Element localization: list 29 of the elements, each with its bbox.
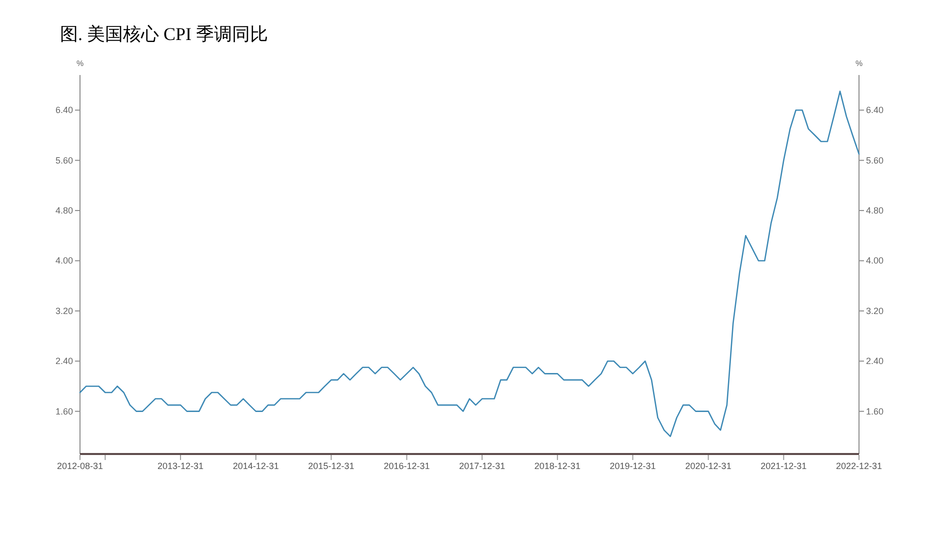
x-tick-label: 2019-12-31 [610, 461, 656, 471]
x-tick-label: 2021-12-31 [760, 461, 807, 471]
y-tick-label: 2.40 [55, 356, 73, 366]
y2-axis-title: % [855, 59, 863, 68]
y2-tick-label: 2.40 [866, 356, 884, 366]
chart-title: 图. 美国核心 CPI 季调同比 [60, 24, 268, 44]
y2-tick-label: 3.20 [866, 306, 884, 316]
x-tick-label: 2015-12-31 [308, 461, 354, 471]
x-tick-label: 2017-12-31 [459, 461, 506, 471]
x-tick-label: 2016-12-31 [384, 461, 430, 471]
y-tick-label: 3.20 [55, 306, 73, 316]
y-tick-label: 4.00 [55, 256, 73, 266]
line-series [79, 90, 860, 438]
y2-tick-label: 4.80 [866, 206, 884, 216]
y2-tick-label: 4.00 [866, 256, 884, 266]
x-tick-label: 2018-12-31 [534, 461, 580, 471]
x-tick-label: 2012-08-31 [56, 461, 104, 471]
x-tick-label: 2013-12-31 [158, 461, 204, 471]
y-axis-title: % [76, 59, 84, 68]
x-tick-label: 2014-12-31 [232, 461, 279, 471]
y-tick-label: 4.80 [55, 206, 73, 216]
y2-tick-label: 5.60 [866, 155, 884, 166]
y2-tick-label: 6.40 [866, 105, 884, 116]
y-tick-label: 1.60 [55, 406, 73, 416]
y-tick-label: 6.40 [55, 105, 73, 116]
x-tick-label: 2022-12-31 [836, 461, 882, 471]
x-tick-label: 2020-12-31 [685, 461, 732, 471]
y-tick-label: 5.60 [55, 155, 73, 166]
y2-tick-label: 1.60 [866, 406, 884, 416]
